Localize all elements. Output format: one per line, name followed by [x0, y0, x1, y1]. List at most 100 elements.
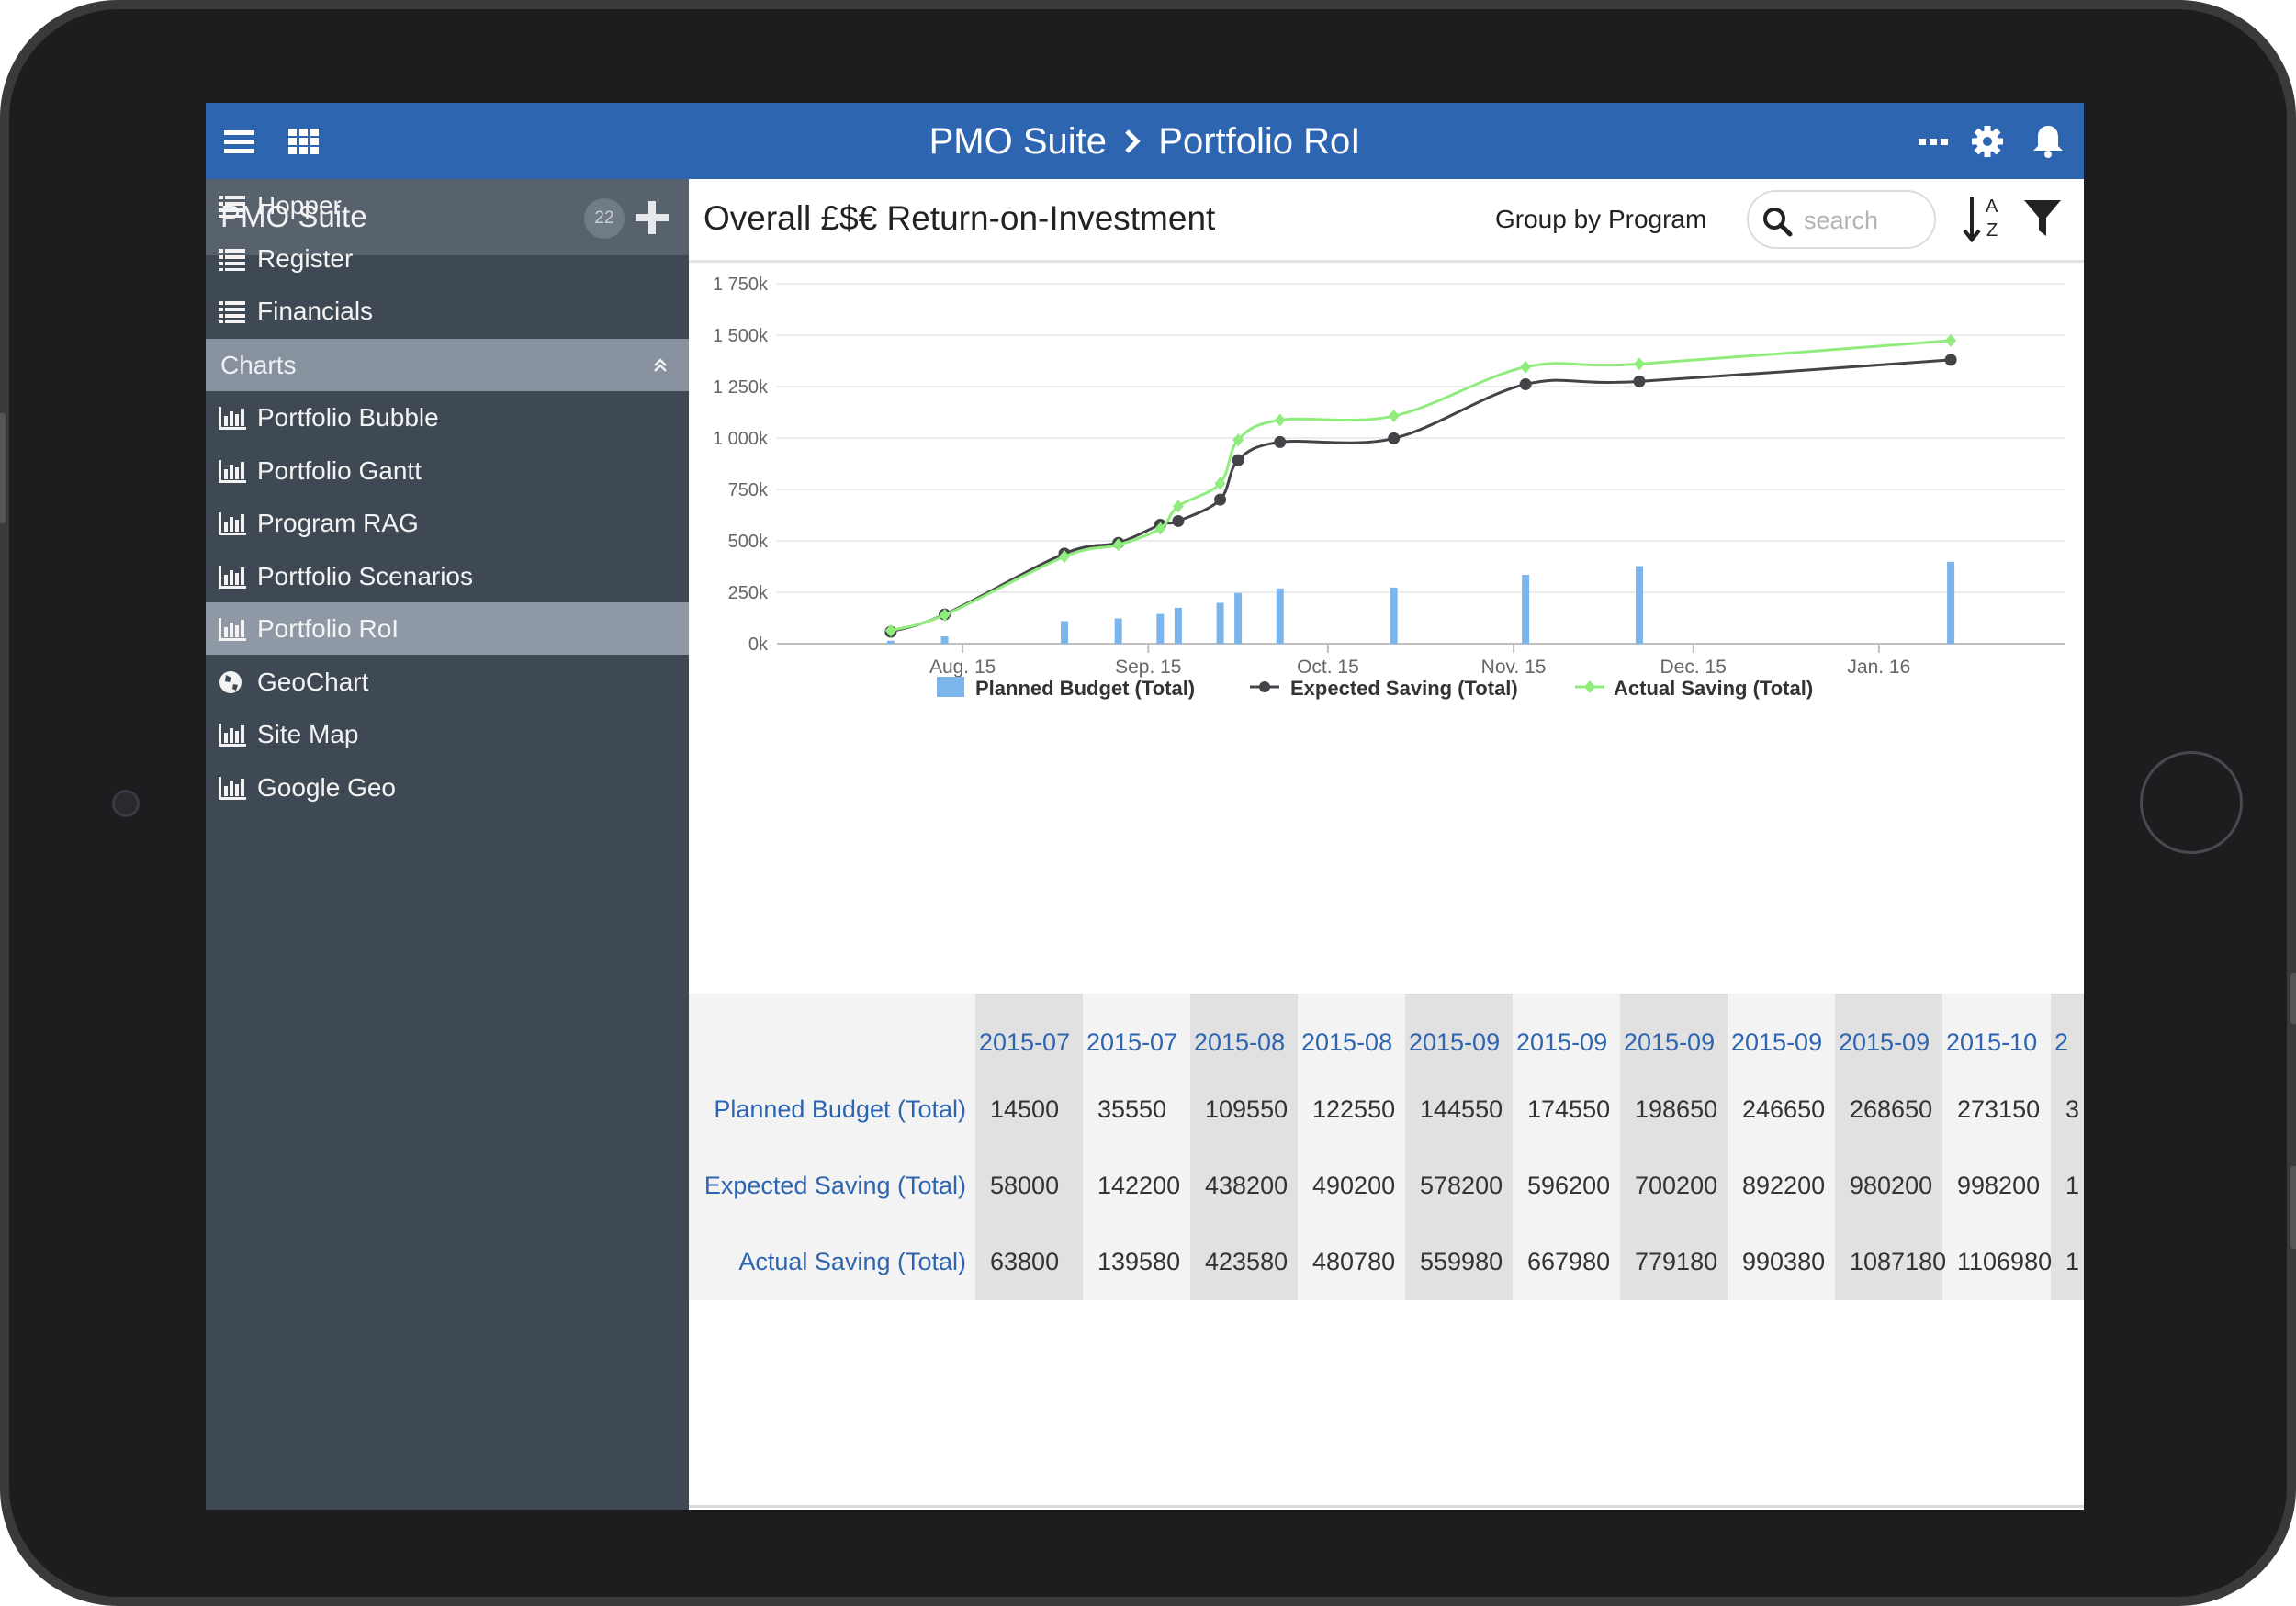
search-placeholder: search [1804, 207, 1879, 234]
roi-chart: 0k 250k 500k 750k 1 000k 1 250k 1 500k 1 750k A… [713, 275, 2065, 700]
breadcrumb: PMO Suite Portfolio RoI [206, 119, 2084, 163]
table-row: Actual Saving (Total) 63800 139580 423580 48… [689, 1224, 2084, 1300]
tablet-side-button [0, 413, 6, 523]
filter-icon[interactable] [2022, 197, 2063, 240]
table-cell: 423580 [1190, 1224, 1298, 1300]
sidebar: PMO Suite 22 Hopper Register Financials Cha… [206, 179, 689, 1510]
line-series [884, 333, 1957, 638]
sidebar-item-google-geo[interactable]: Google Geo [206, 761, 689, 814]
column-header[interactable]: 2015-09 [1405, 994, 1513, 1072]
legend-label[interactable]: Expected Saving (Total) [1290, 677, 1518, 700]
legend-swatch-marker [1584, 680, 1595, 693]
sidebar-item-register[interactable]: Register [206, 232, 689, 285]
data-point [1154, 522, 1166, 535]
x-tick-label: Aug. 15 [929, 657, 996, 678]
data-table: 2015-07 2015-07 2015-08 2015-08 2015-09 2015-… [689, 994, 2084, 1300]
sidebar-item-portfolio-bubble[interactable]: Portfolio Bubble [206, 391, 689, 444]
row-header[interactable]: Expected Saving (Total) [689, 1148, 975, 1224]
bar-chart-icon [219, 565, 246, 589]
table-cell: 63800 [975, 1224, 1083, 1300]
bar [1174, 607, 1182, 644]
row-header[interactable]: Actual Saving (Total) [689, 1224, 975, 1300]
legend-label[interactable]: Planned Budget (Total) [975, 677, 1195, 700]
bell-icon[interactable] [2030, 123, 2066, 160]
row-header[interactable]: Planned Budget (Total) [689, 1072, 975, 1148]
bar [1061, 621, 1069, 644]
sidebar-item-financials[interactable]: Financials [206, 285, 689, 337]
table-cell: 14500 [975, 1072, 1083, 1148]
group-by-selector[interactable]: Group by Program [1495, 205, 1707, 233]
sidebar-item-program-rag[interactable]: Program RAG [206, 497, 689, 549]
sidebar-section-charts[interactable]: Charts [206, 338, 689, 391]
table-row: Expected Saving (Total) 58000 142200 438200… [689, 1148, 2084, 1224]
legend-swatch-marker [1259, 681, 1270, 692]
more-options-icon[interactable] [1916, 123, 1953, 160]
sidebar-item-label: Hopper [257, 191, 342, 219]
table-cell: 438200 [1190, 1148, 1298, 1224]
bar-chart-icon [219, 407, 246, 430]
footer-divider [689, 1505, 2084, 1508]
bar-series [886, 561, 1955, 644]
breadcrumb-current: Portfolio RoI [1158, 120, 1361, 162]
table-cell: 578200 [1405, 1148, 1513, 1224]
table-cell: 1087180 [1835, 1224, 1946, 1300]
y-tick-label: 1 250k [713, 377, 769, 398]
svg-text:Z: Z [1986, 220, 1998, 241]
table-cell: 1106980 [1942, 1224, 2052, 1300]
column-header[interactable]: 2015-09 [1513, 994, 1620, 1072]
collapse-icon[interactable] [652, 357, 669, 374]
column-header[interactable]: 2015-08 [1190, 994, 1298, 1072]
gear-icon[interactable] [1969, 123, 2006, 160]
data-point [1944, 354, 1957, 366]
column-header[interactable]: 2015-09 [1728, 994, 1835, 1072]
sidebar-item-hopper[interactable]: Hopper [206, 179, 689, 231]
sidebar-item-portfolio-gantt[interactable]: Portfolio Gantt [206, 444, 689, 497]
data-point [1214, 493, 1227, 506]
sidebar-item-site-map[interactable]: Site Map [206, 708, 689, 760]
tablet-camera [112, 790, 140, 817]
count-badge: 22 [584, 198, 625, 239]
add-icon[interactable] [634, 199, 670, 236]
hamburger-menu-icon[interactable] [222, 123, 259, 160]
table-cell: 667980 [1513, 1224, 1620, 1300]
sidebar-item-portfolio-roi[interactable]: Portfolio RoI [206, 602, 689, 655]
sort-az-icon[interactable]: A Z [1962, 194, 2006, 245]
column-header[interactable]: 2 [2051, 994, 2084, 1072]
bar [1114, 618, 1122, 644]
table-cell: 998200 [1942, 1148, 2051, 1224]
table-cell: 35550 [1083, 1072, 1190, 1148]
tablet-side-button [2290, 973, 2296, 1024]
table-cell: 700200 [1620, 1148, 1728, 1224]
search-input[interactable]: search [1747, 190, 1936, 249]
sidebar-item-label: GeoChart [257, 667, 369, 696]
bar [1636, 566, 1644, 644]
column-header[interactable]: 2015-08 [1298, 994, 1405, 1072]
bar [1522, 574, 1530, 644]
column-header[interactable]: 2015-07 [975, 994, 1083, 1072]
column-header[interactable]: 2015-09 [1835, 994, 1942, 1072]
apps-grid-icon[interactable] [287, 123, 323, 160]
breadcrumb-root[interactable]: PMO Suite [929, 120, 1108, 162]
data-point [1172, 500, 1184, 513]
column-header[interactable]: 2015-07 [1083, 994, 1190, 1072]
column-header[interactable]: 2015-09 [1620, 994, 1728, 1072]
main-content: Overall £$€ Return-on-Investment Group b… [689, 179, 2084, 1510]
x-tick-label: Jan. 16 [1847, 657, 1910, 678]
bar-chart-icon [219, 512, 246, 535]
table-cell: 1 [2051, 1224, 2084, 1300]
list-icon [219, 301, 245, 323]
column-header[interactable]: 2015-10 [1942, 994, 2051, 1072]
data-point [1274, 413, 1286, 427]
data-point [1059, 550, 1071, 564]
data-point [884, 623, 896, 637]
sidebar-item-portfolio-scenarios[interactable]: Portfolio Scenarios [206, 550, 689, 602]
sidebar-item-geochart[interactable]: GeoChart [206, 656, 689, 708]
tablet-side-button [2290, 1166, 2296, 1249]
sidebar-section-label: Charts [220, 350, 297, 379]
globe-icon [219, 670, 242, 693]
legend-label[interactable]: Actual Saving (Total) [1614, 677, 1813, 700]
sidebar-header: PMO Suite 22 [206, 179, 689, 255]
x-tick-label: Oct. 15 [1297, 657, 1359, 678]
chevron-right-icon [1125, 129, 1141, 154]
